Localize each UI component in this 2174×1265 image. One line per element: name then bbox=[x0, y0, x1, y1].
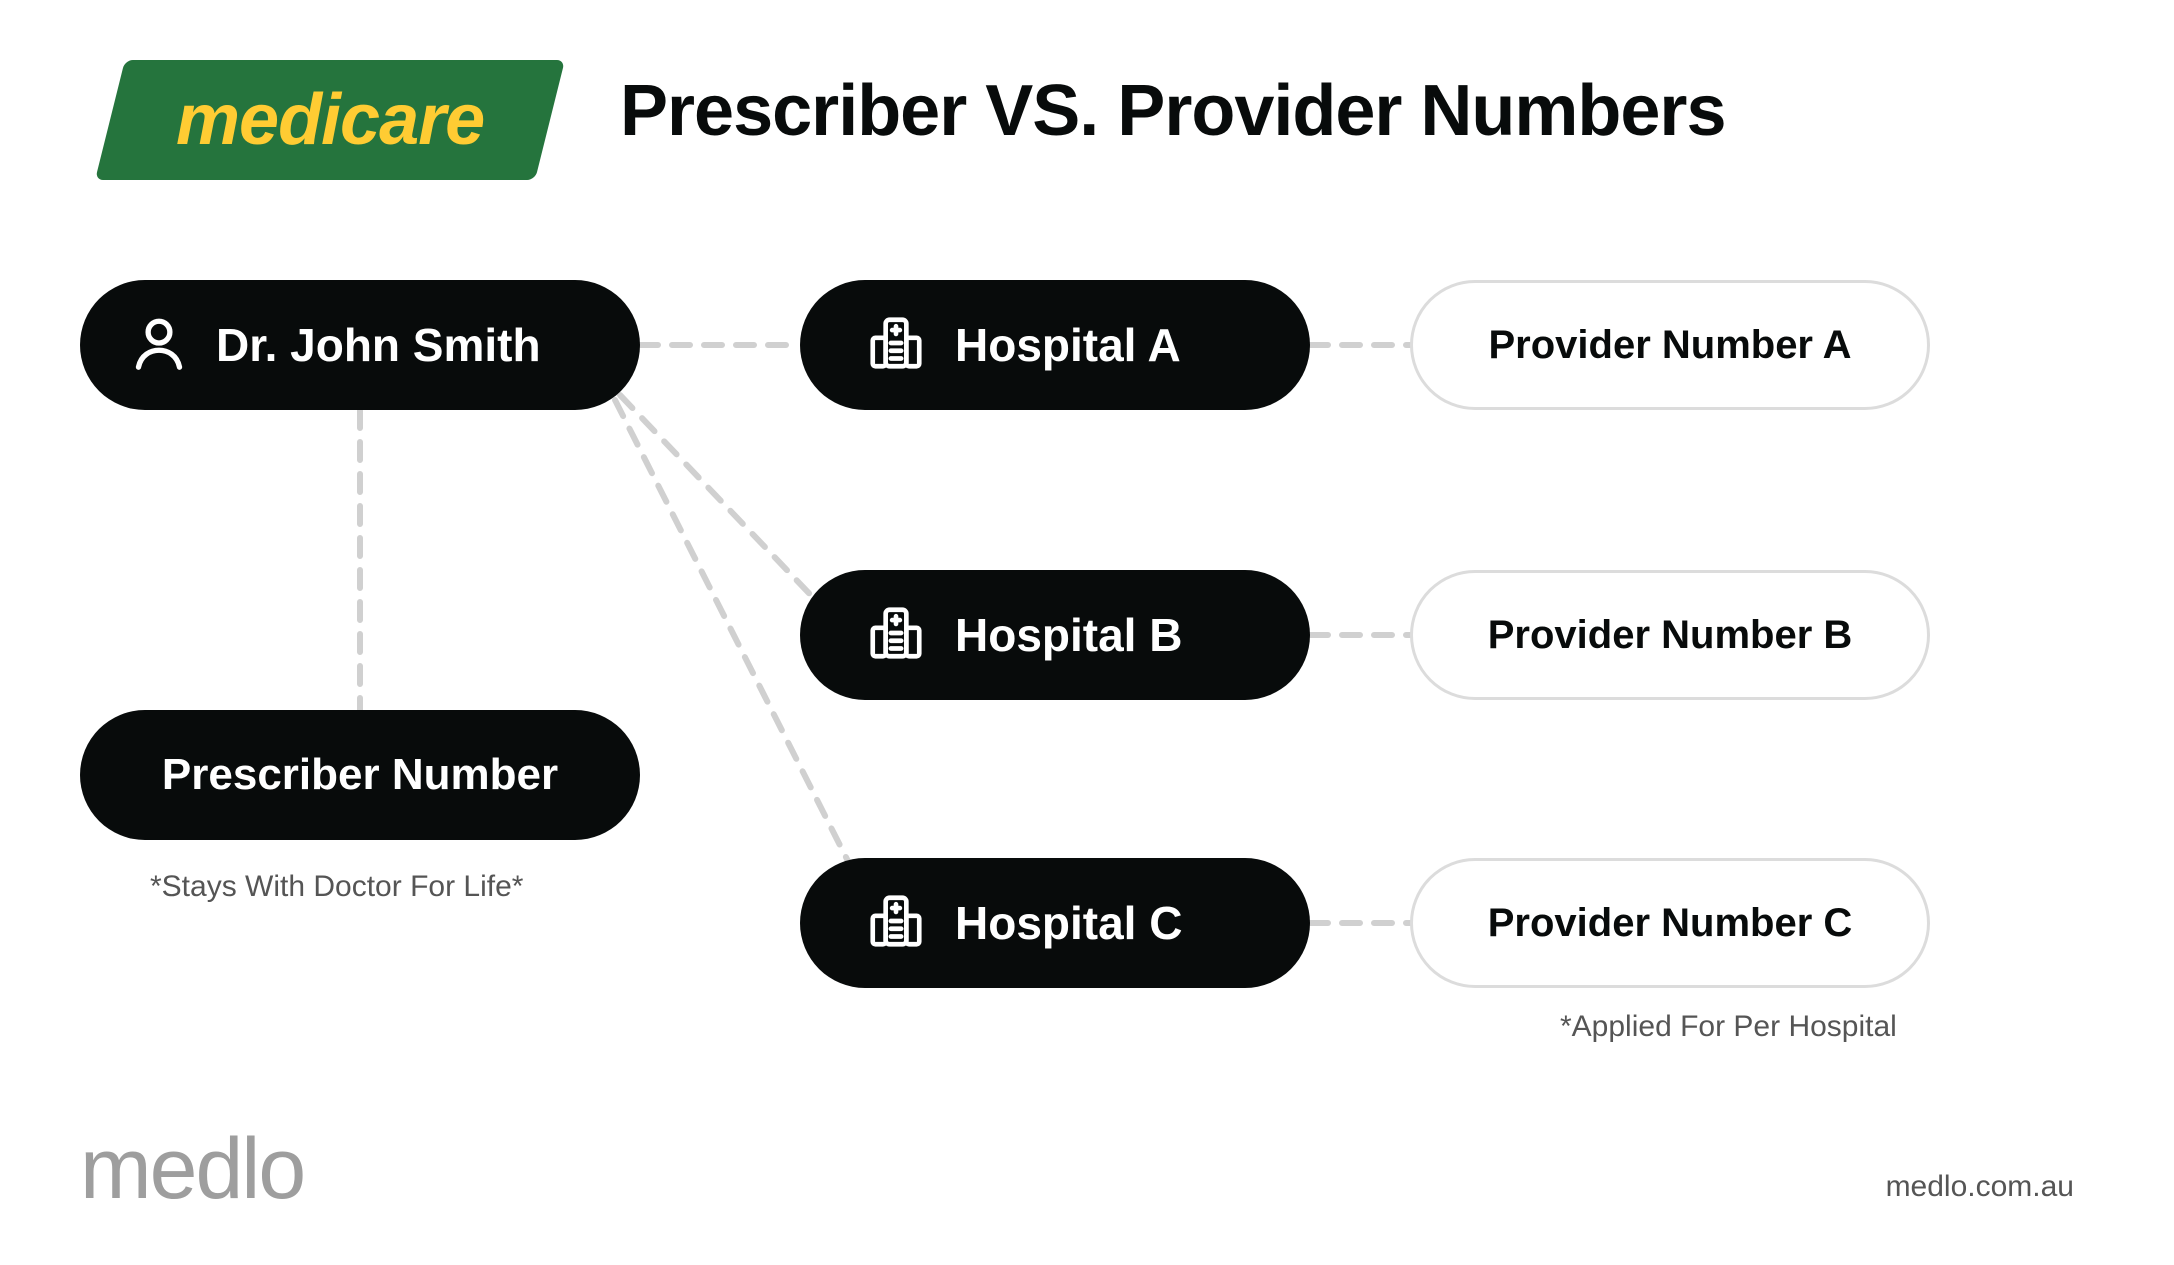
node-hospital-c: Hospital C bbox=[800, 858, 1310, 988]
medicare-badge: medicare bbox=[95, 60, 565, 180]
hospital-icon bbox=[865, 890, 927, 957]
prescriber-note: *Stays With Doctor For Life* bbox=[150, 870, 523, 904]
node-provider-c: Provider Number C bbox=[1410, 858, 1930, 988]
node-doctor-label: Dr. John Smith bbox=[216, 318, 541, 372]
infographic-canvas: medicare Prescriber VS. Provider Numbers… bbox=[0, 0, 2174, 1265]
hospital-icon bbox=[865, 602, 927, 669]
medicare-badge-text: medicare bbox=[176, 79, 484, 161]
node-hospital-b: Hospital B bbox=[800, 570, 1310, 700]
node-provider-a-label: Provider Number A bbox=[1488, 323, 1851, 368]
node-provider-b: Provider Number B bbox=[1410, 570, 1930, 700]
node-hospital-b-label: Hospital B bbox=[955, 608, 1182, 662]
hospital-icon bbox=[865, 312, 927, 379]
node-hospital-a-label: Hospital A bbox=[955, 318, 1181, 372]
node-doctor: Dr. John Smith bbox=[80, 280, 640, 410]
node-provider-a: Provider Number A bbox=[1410, 280, 1930, 410]
provider-note: *Applied For Per Hospital bbox=[1560, 1010, 1897, 1044]
edge-doctor-hospital-b bbox=[620, 395, 825, 610]
site-url: medlo.com.au bbox=[1886, 1170, 2074, 1204]
node-prescriber: Prescriber Number bbox=[80, 710, 640, 840]
node-prescriber-label: Prescriber Number bbox=[162, 750, 558, 800]
medlo-logo: medlo bbox=[80, 1120, 304, 1219]
person-icon bbox=[130, 314, 188, 377]
node-hospital-c-label: Hospital C bbox=[955, 896, 1182, 950]
page-title: Prescriber VS. Provider Numbers bbox=[620, 70, 1726, 152]
node-provider-b-label: Provider Number B bbox=[1488, 613, 1853, 658]
node-provider-c-label: Provider Number C bbox=[1488, 901, 1853, 946]
node-hospital-a: Hospital A bbox=[800, 280, 1310, 410]
